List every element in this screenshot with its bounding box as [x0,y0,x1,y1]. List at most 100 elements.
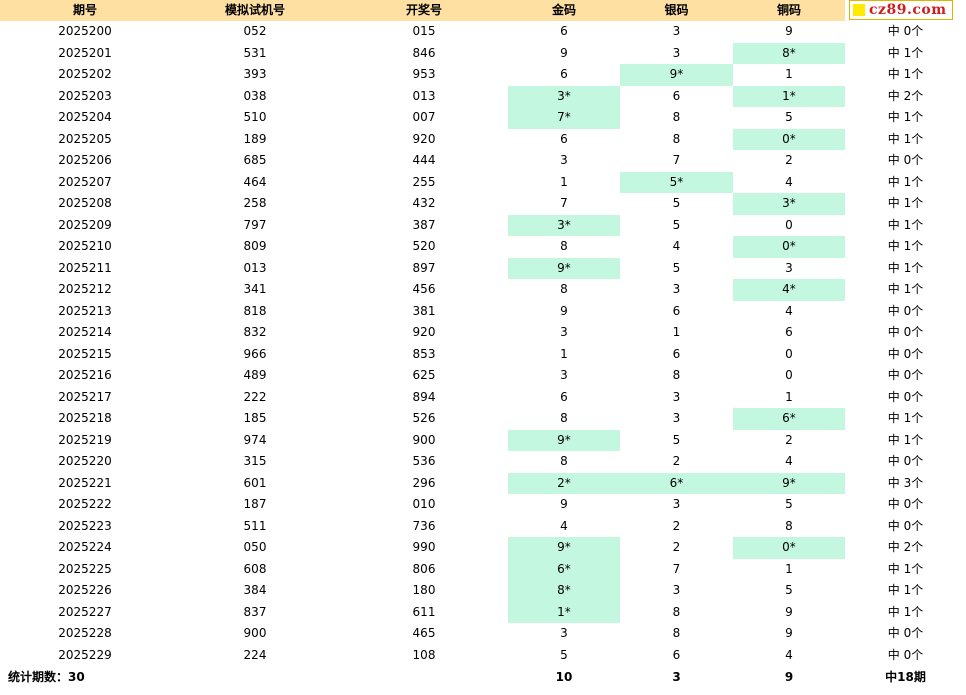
cell-period: 2025225 [58,561,112,576]
cell-period: 2025211 [58,260,112,275]
cell-trial-number: 601 [243,475,267,490]
cell-result: 中 1个 [887,239,924,254]
cell-bronze: 4 [785,174,793,189]
cell-bronze: 4 [785,647,793,662]
table-row: 2025220 315 536 8 2 4 中 0个 [0,451,966,473]
site-logo[interactable]: cz89.com [849,0,953,20]
cell-draw-number: 536 [412,454,436,469]
cell-period: 2025224 [58,540,112,555]
cell-period: 2025213 [58,303,112,318]
cell-silver: 3 [672,497,681,512]
cell-trial-number: 050 [243,540,267,555]
cell-draw-number: 520 [412,239,436,254]
cell-gold: 7* [508,107,620,129]
cell-result: 中 0个 [887,454,924,469]
cell-bronze: 2 [785,432,793,447]
cell-period: 2025212 [58,282,112,297]
table-row: 2025222 187 010 9 3 5 中 0个 [0,494,966,516]
cell-result: 中 2个 [887,540,924,555]
cell-silver: 5 [672,217,681,232]
cell-silver: 3 [672,583,681,598]
cell-draw-number: 465 [412,626,436,641]
cell-silver: 5* [620,171,733,193]
table-row: 2025206 685 444 3 7 2 中 0个 [0,150,966,172]
cell-bronze: 1 [785,67,793,82]
logo-text: cz89.com [869,1,947,18]
cell-trial-number: 900 [243,626,267,641]
cell-result: 中 0个 [887,153,924,168]
footer-result-total: 中18期 [885,670,926,684]
cell-trial-number: 797 [243,217,267,232]
cell-period: 2025208 [58,196,112,211]
cell-draw-number: 990 [412,540,436,555]
cell-silver: 3 [672,24,681,39]
cell-bronze: 0 [785,368,793,383]
cell-draw-number: 013 [412,88,436,103]
cell-bronze: 8 [785,518,793,533]
cell-silver: 6 [672,647,681,662]
cell-gold: 3 [560,626,568,641]
table-row: 2025203 038 013 3* 6 1* 中 2个 [0,85,966,107]
cell-bronze: 0 [785,217,793,232]
header-silver: 银码 [620,0,733,21]
cell-draw-number: 897 [412,260,436,275]
footer-count-label: 统计期数：30 [8,670,85,684]
cell-result: 中 0个 [887,303,924,318]
cell-result: 中 1个 [887,411,924,426]
cell-gold: 6 [560,24,568,39]
cell-trial-number: 818 [243,303,267,318]
cell-bronze: 0 [785,346,793,361]
cell-gold: 7 [560,196,568,211]
cell-period: 2025207 [58,174,112,189]
cell-gold: 5 [560,647,568,662]
cell-bronze: 6* [733,408,845,430]
table-row: 2025213 818 381 9 6 4 中 0个 [0,301,966,323]
cell-period: 2025202 [58,67,112,82]
cell-silver: 7 [672,561,681,576]
cell-bronze: 1 [785,389,793,404]
table-row: 2025217 222 894 6 3 1 中 0个 [0,387,966,409]
cell-trial-number: 511 [243,518,267,533]
cell-bronze: 5 [785,583,793,598]
cell-result: 中 1个 [887,131,924,146]
cell-trial-number: 464 [243,174,267,189]
cell-result: 中 1个 [887,260,924,275]
table-row: 2025221 601 296 2* 6* 9* 中 3个 [0,472,966,494]
cell-silver: 3 [672,389,681,404]
cell-period: 2025228 [58,626,112,641]
cell-silver: 6 [672,346,681,361]
cell-silver: 2 [672,454,681,469]
cell-trial-number: 966 [243,346,267,361]
cell-bronze: 0* [733,128,845,150]
table-row: 2025225 608 806 6* 7 1 中 1个 [0,558,966,580]
cell-gold: 6 [560,67,568,82]
cell-result: 中 1个 [887,561,924,576]
logo-square-icon [853,4,865,16]
cell-period: 2025222 [58,497,112,512]
cell-bronze: 9 [785,626,793,641]
cell-trial-number: 341 [243,282,267,297]
cell-result: 中 1个 [887,110,924,125]
cell-trial-number: 531 [243,45,267,60]
cell-draw-number: 853 [412,346,436,361]
footer-bronze-total: 9 [784,670,794,684]
cell-trial-number: 052 [243,24,267,39]
cell-draw-number: 180 [412,583,436,598]
cell-bronze: 1* [733,85,845,107]
cell-trial-number: 315 [243,454,267,469]
cell-silver: 8 [672,110,681,125]
cell-draw-number: 625 [412,368,436,383]
cell-draw-number: 953 [412,67,436,82]
table-row: 2025216 489 625 3 8 0 中 0个 [0,365,966,387]
cell-gold: 8* [508,580,620,602]
header-draw-number: 开奖号 [340,0,508,21]
cell-bronze: 0* [733,537,845,559]
cell-bronze: 9* [733,472,845,494]
cell-result: 中 2个 [887,88,924,103]
cell-gold: 8 [560,239,568,254]
cell-bronze: 5 [785,110,793,125]
cell-trial-number: 038 [243,88,267,103]
cell-trial-number: 013 [243,260,267,275]
cell-gold: 4 [560,518,568,533]
